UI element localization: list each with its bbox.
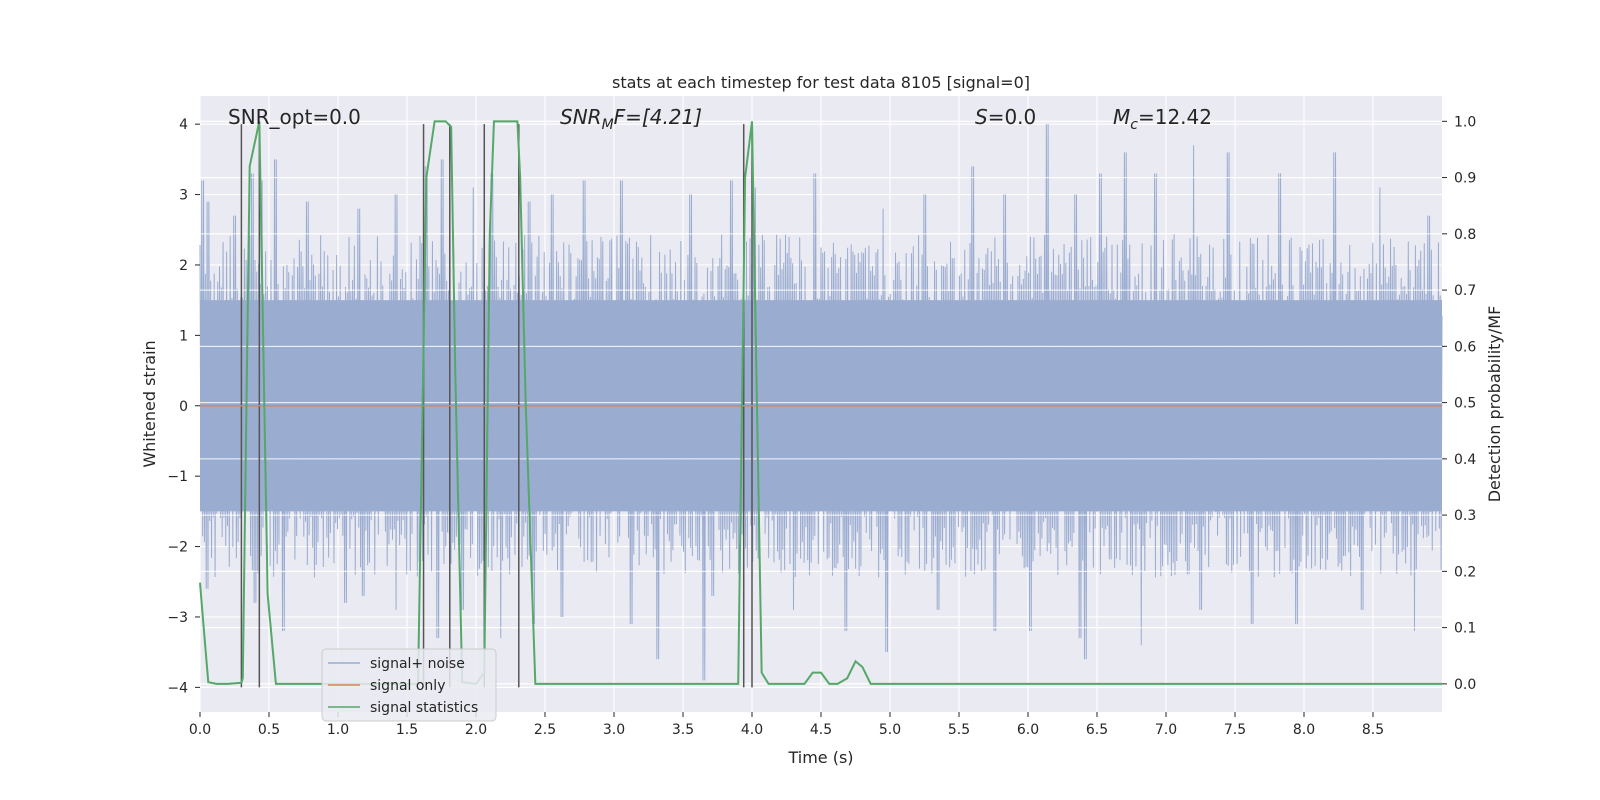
right-y-tick-label: 0.6 [1454, 339, 1476, 355]
series-signal-noise [199, 124, 1443, 681]
y-tick-label: 2 [179, 258, 188, 274]
y-tick-label: 4 [179, 117, 188, 133]
right-y-tick-labels: 0.0 0.1 0.2 0.3 0.4 0.5 0.6 0.7 0.8 0.9 1.0 [1442, 114, 1476, 693]
legend-label-signal-only: signal only [370, 678, 445, 694]
annotation-snr-opt: SNR_opt=0.0 [228, 105, 361, 129]
y-tick-label: 1 [179, 328, 188, 344]
right-y-tick-label: 0.5 [1454, 396, 1476, 412]
line-series [199, 120, 1442, 685]
y-tick-label: −4 [167, 680, 188, 696]
right-y-tick-label: 0.2 [1454, 564, 1476, 580]
right-y-tick-label: 0.1 [1454, 621, 1476, 637]
series-signal-statistics [199, 120, 1442, 685]
right-y-tick-label: 0.8 [1454, 227, 1476, 243]
right-y-axis-title: Detection probability/MF [1485, 306, 1504, 503]
y-tick-label: 0 [179, 399, 188, 415]
y-axis-title: Whitened strain [140, 340, 159, 467]
x-tick-label: 0.5 [258, 722, 280, 738]
x-tick-label: 7.0 [1155, 722, 1177, 738]
x-tick-label: 2.0 [465, 722, 487, 738]
x-tick-label: 3.5 [672, 722, 694, 738]
annotation-mc: Mc=12.42 [1113, 105, 1212, 133]
right-y-tick-label: 0.4 [1454, 452, 1476, 468]
y-tick-label: −2 [167, 540, 188, 556]
x-axis-title: Time (s) [787, 748, 853, 767]
chart-title: stats at each timestep for test data 810… [612, 73, 1030, 92]
right-y-tick-label: 0.0 [1454, 677, 1476, 693]
x-tick-label: 2.5 [534, 722, 556, 738]
x-tick-label: 0.0 [189, 722, 211, 738]
x-tick-label: 5.5 [948, 722, 970, 738]
x-tick-label: 5.0 [879, 722, 901, 738]
right-y-tick-label: 0.7 [1454, 283, 1476, 299]
annotation-s: S=0.0 [975, 105, 1036, 129]
x-tick-labels: 0.0 0.5 1.0 1.5 2.0 2.5 3.0 3.5 4.0 4.5 5.0 5.5 6.0 6… [189, 712, 1384, 738]
right-y-tick-label: 0.9 [1454, 171, 1476, 187]
y-tick-label: −1 [167, 469, 188, 485]
x-tick-label: 1.0 [327, 722, 349, 738]
legend-label-noise: signal+ noise [370, 656, 465, 672]
x-tick-label: 1.5 [396, 722, 418, 738]
x-tick-label: 8.0 [1293, 722, 1315, 738]
right-y-tick-label: 1.0 [1454, 114, 1476, 130]
legend-label-statistics: signal statistics [370, 700, 478, 716]
x-tick-label: 6.0 [1017, 722, 1039, 738]
legend: signal+ noise signal only signal statist… [321, 648, 497, 722]
x-tick-label: 8.5 [1362, 722, 1384, 738]
right-y-tick-label: 0.3 [1454, 508, 1476, 524]
x-tick-label: 6.5 [1086, 722, 1108, 738]
x-tick-label: 7.5 [1224, 722, 1246, 738]
y-tick-labels: −4 −3 −2 −1 0 1 2 3 4 [167, 117, 200, 696]
annotation-snr-mf: SNRMF=[4.21] [560, 105, 702, 133]
y-tick-label: −3 [167, 610, 188, 626]
legend-box [321, 648, 497, 722]
x-tick-label: 4.5 [810, 722, 832, 738]
x-tick-label: 3.0 [603, 722, 625, 738]
y-tick-label: 3 [179, 188, 188, 204]
x-tick-label: 4.0 [741, 722, 763, 738]
